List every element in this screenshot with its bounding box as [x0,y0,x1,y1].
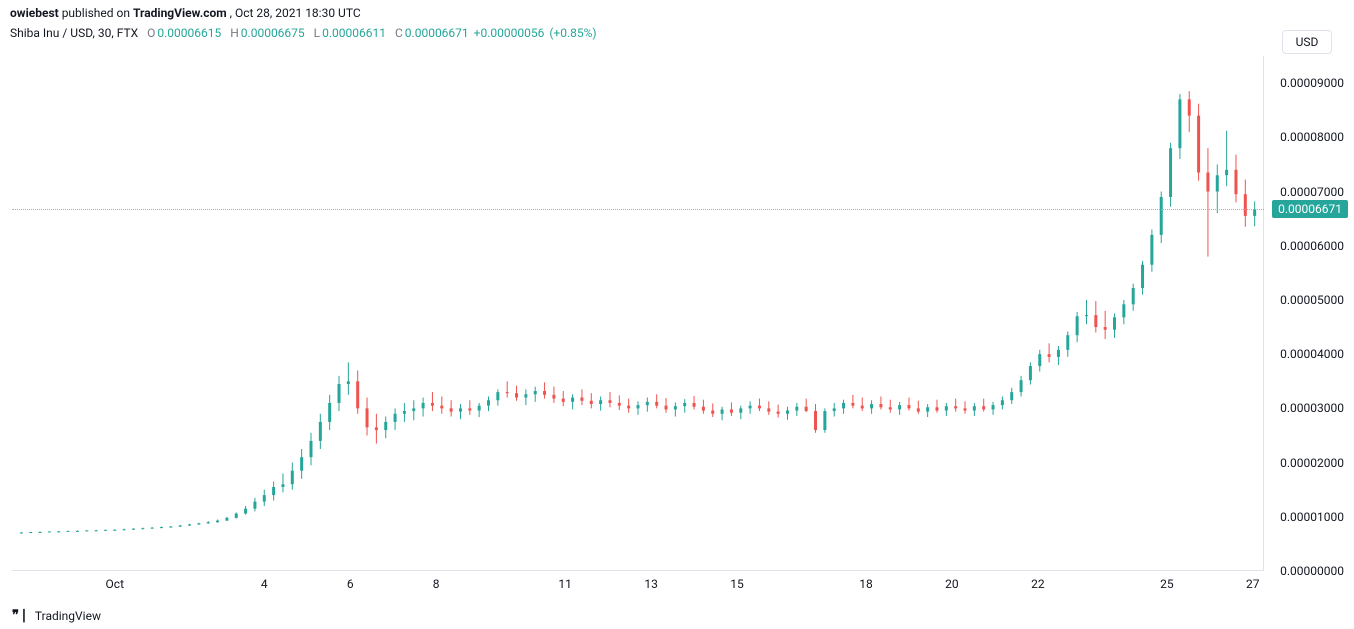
legend-l-label: L [314,26,320,40]
y-tick-label: 0.00006000 [1280,239,1344,253]
last-price-line [12,209,1264,210]
y-tick-label: 0.00009000 [1280,76,1344,90]
y-tick-label: 0.00008000 [1280,130,1344,144]
x-tick-label: 22 [1031,577,1045,591]
publisher-name: owiebest [10,6,59,20]
published-on-site: TradingView.com [133,6,227,20]
y-tick-label: 0.00002000 [1280,456,1344,470]
footer-brand-text: TradingView [35,609,101,623]
footer-brand: ❞❘ TradingView [12,608,101,623]
y-tick-label: 0.00007000 [1280,185,1344,199]
y-tick-label: 0.00003000 [1280,401,1344,415]
y-axis[interactable]: 0.000000000.000010000.000020000.00003000… [1264,56,1354,571]
x-tick-label: 15 [730,577,744,591]
legend-change-pct: (+0.85%) [549,26,596,40]
legend-o-label: O [147,26,155,40]
y-tick-label: 0.00001000 [1280,510,1344,524]
y-tick-label: 0.00004000 [1280,347,1344,361]
x-tick-label: 8 [433,577,440,591]
x-axis[interactable]: Oct 4 6 8 11 13 15 18 20 22 25 27 [12,577,1264,599]
x-tick-label: 4 [261,577,268,591]
published-on-label: published on [62,6,133,20]
legend-pair: Shiba Inu / USD [10,26,93,40]
legend-c-value: 0.00006671 [405,26,469,40]
legend-h-label: H [230,26,239,40]
currency-badge[interactable]: USD [1282,30,1332,54]
chart-container: { "header": { "publisher": "owiebest", "… [0,0,1354,629]
x-tick-label: 27 [1246,577,1260,591]
x-tick-label: 18 [859,577,873,591]
published-timestamp: Oct 28, 2021 18:30 UTC [235,6,361,20]
tradingview-logo-icon: ❞❘ [12,608,29,623]
legend-h-value: 0.00006675 [241,26,305,40]
x-tick-label: 13 [644,577,658,591]
x-tick-label: 11 [558,577,572,591]
candlestick-svg [12,56,1264,571]
legend-exchange: FTX [117,26,138,40]
x-axis-border [12,570,1264,571]
legend-c-label: C [395,26,403,40]
chart-plot-area[interactable] [12,56,1264,571]
last-price-tag: 0.00006671 [1272,200,1348,218]
x-tick-label: Oct [106,577,124,591]
legend-o-value: 0.00006615 [157,26,221,40]
x-tick-label: 25 [1160,577,1174,591]
y-tick-label: 0.00005000 [1280,293,1344,307]
legend-change-abs: +0.00000056 [474,26,545,40]
chart-legend: Shiba Inu / USD, 30, FTX O0.00006615 H0.… [0,22,1354,44]
publisher-line: owiebest published on TradingView.com , … [0,0,1354,22]
x-tick-label: 6 [347,577,354,591]
legend-interval: 30 [98,26,112,40]
legend-l-value: 0.00006611 [322,26,386,40]
x-tick-label: 20 [945,577,959,591]
y-tick-label: 0.00000000 [1280,564,1344,578]
